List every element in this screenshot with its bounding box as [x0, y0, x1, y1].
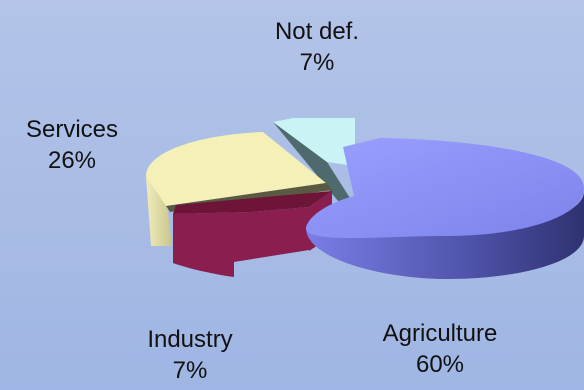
slice-not-def — [273, 118, 355, 207]
label-agriculture: Agriculture 60% — [360, 318, 520, 380]
label-agriculture-name: Agriculture — [382, 320, 498, 347]
slice-agriculture — [306, 138, 584, 279]
label-industry-name: Industry — [147, 326, 233, 353]
label-services-name: Services — [25, 116, 119, 143]
slice-services-side — [146, 176, 172, 246]
label-services-pct: 26% — [47, 147, 97, 174]
slice-services-top — [146, 132, 326, 206]
label-not-def-name: Not def. — [274, 18, 360, 45]
label-industry: Industry 7% — [130, 324, 250, 386]
slice-industry-top — [173, 191, 332, 214]
slice-agriculture-top — [306, 138, 584, 238]
label-industry-pct: 7% — [172, 357, 208, 384]
slice-industry-front — [173, 207, 309, 277]
label-services: Services 26% — [12, 114, 132, 176]
slice-not-def-side — [273, 122, 355, 207]
label-not-def-pct: 7% — [299, 49, 335, 76]
slice-not-def-top — [273, 118, 355, 166]
label-not-def: Not def. 7% — [262, 16, 372, 78]
label-agriculture-pct: 60% — [415, 351, 465, 378]
